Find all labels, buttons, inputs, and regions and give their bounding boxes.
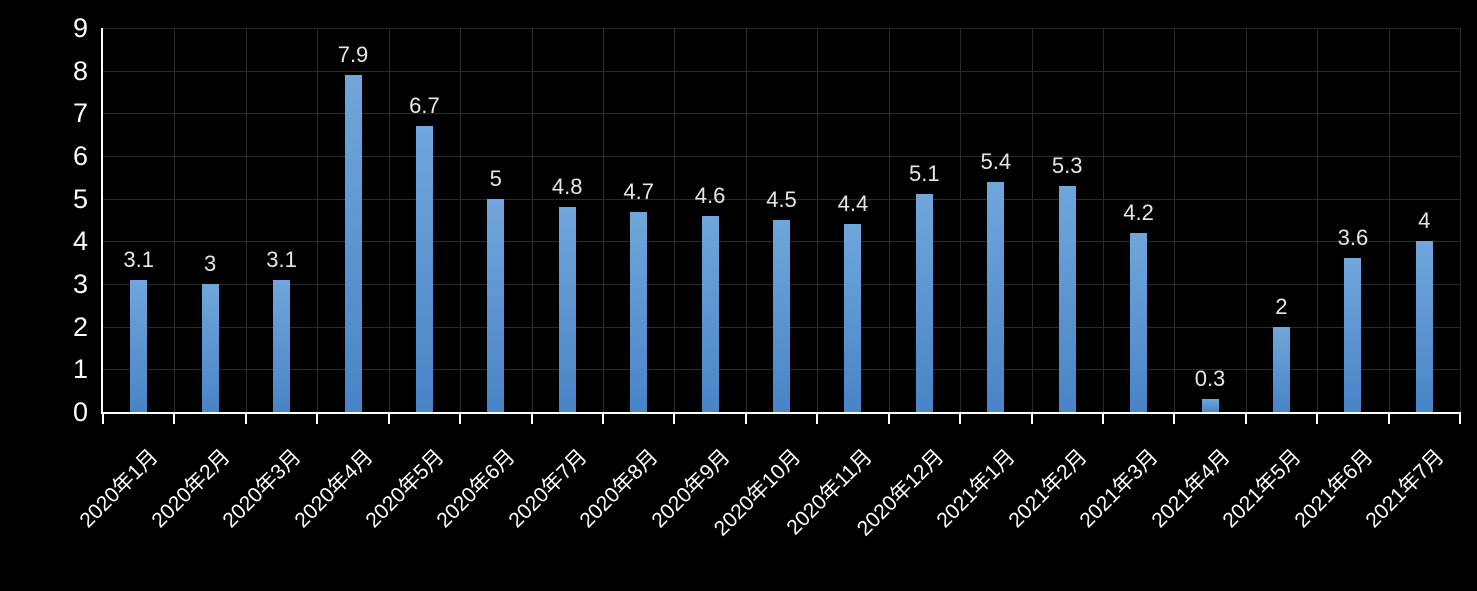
- bar-value-label: 4: [1418, 208, 1431, 234]
- bar: [1058, 185, 1076, 412]
- x-axis-tick: [601, 412, 604, 424]
- x-axis-tick: [887, 412, 890, 424]
- bar: [415, 126, 433, 412]
- x-axis-tick: [816, 412, 819, 424]
- bar-value-label: 3: [203, 251, 217, 276]
- gridline-vertical: [1388, 28, 1390, 412]
- bar: [915, 194, 933, 412]
- bar-value-label: 4.7: [623, 178, 654, 204]
- bar: [701, 215, 719, 412]
- x-axis-tick: [102, 412, 104, 424]
- x-axis-tick: [459, 412, 462, 424]
- bar-value-label: 4.8: [551, 174, 583, 200]
- gridline-horizontal: [103, 156, 1460, 157]
- bar-value-label: 5.3: [1051, 152, 1083, 178]
- y-axis-tick-label: 1: [72, 354, 88, 385]
- gridline-horizontal: [103, 28, 1460, 29]
- x-axis-tick: [673, 412, 676, 424]
- bar: [844, 224, 862, 412]
- gridline-horizontal: [103, 198, 1460, 200]
- bar: [1201, 399, 1219, 412]
- x-axis-tick: [1316, 412, 1319, 424]
- gridline-vertical: [388, 28, 390, 412]
- gridline-vertical: [531, 28, 533, 412]
- bar: [1130, 232, 1148, 412]
- bar: [1272, 326, 1290, 412]
- x-axis-tick: [173, 412, 176, 424]
- gridline-vertical: [460, 28, 462, 412]
- gridline-vertical: [1102, 28, 1104, 412]
- bar: [487, 198, 505, 412]
- x-axis-tick: [744, 412, 747, 424]
- bar-value-label: 5.1: [909, 161, 940, 187]
- gridline-vertical: [960, 28, 962, 412]
- bar: [773, 220, 790, 412]
- gridline-horizontal: [103, 113, 1460, 115]
- gridline-vertical: [817, 28, 819, 412]
- bar-value-label: 3.6: [1337, 225, 1369, 251]
- x-axis-line: [101, 412, 1460, 414]
- bar-value-label: 0.3: [1194, 366, 1226, 392]
- y-axis-line: [101, 28, 103, 414]
- bar: [630, 211, 648, 412]
- x-axis-tick: [1459, 412, 1461, 424]
- gridline-vertical: [1174, 28, 1176, 412]
- bar: [273, 279, 291, 412]
- x-axis-tick: [530, 412, 533, 424]
- x-axis-tick: [1173, 412, 1176, 424]
- gridline-vertical: [1245, 28, 1247, 412]
- y-axis-tick-label: 8: [72, 55, 88, 86]
- bar: [344, 74, 362, 412]
- y-axis-tick-label: 5: [72, 183, 88, 214]
- gridline-vertical: [602, 28, 604, 412]
- gridline-vertical: [174, 28, 176, 412]
- x-axis-tick: [959, 412, 962, 424]
- y-axis-tick-label: 6: [72, 141, 88, 171]
- y-axis-tick-label: 9: [72, 13, 88, 43]
- gridline-vertical: [317, 28, 319, 412]
- x-axis-tick: [1244, 412, 1247, 424]
- bar-value-label: 4.5: [766, 187, 797, 212]
- gridline-vertical: [674, 28, 676, 412]
- bar: [1344, 258, 1362, 412]
- bar-value-label: 4.2: [1123, 199, 1154, 225]
- gridline-vertical: [745, 28, 747, 412]
- bar-value-label: 5: [489, 165, 502, 191]
- gridline-horizontal: [103, 70, 1460, 72]
- bar: [130, 279, 148, 412]
- bar: [987, 181, 1005, 412]
- bar-value-label: 6.7: [409, 93, 440, 119]
- y-axis-tick-label: 0: [72, 397, 88, 427]
- gridline-vertical: [1460, 28, 1461, 412]
- gridline-vertical: [245, 28, 247, 412]
- gridline-vertical: [1317, 28, 1319, 412]
- bar-value-label: 3.1: [123, 246, 154, 272]
- bar: [1415, 241, 1433, 412]
- bar-value-label: 5.4: [980, 148, 1012, 174]
- x-axis-tick: [244, 412, 247, 424]
- gridline-vertical: [1031, 28, 1033, 412]
- bar-value-label: 4.4: [837, 191, 869, 217]
- x-axis-tick: [1030, 412, 1033, 424]
- bar-value-label: 3.1: [266, 246, 297, 272]
- y-axis-tick-label: 3: [72, 269, 88, 299]
- bar-value-label: 7.9: [337, 41, 369, 67]
- bar: [558, 207, 576, 412]
- y-axis-tick-label: 2: [72, 311, 88, 342]
- bar: [201, 284, 219, 412]
- bar-value-label: 4.6: [694, 182, 726, 208]
- x-axis-tick: [316, 412, 319, 424]
- x-axis-tick: [1387, 412, 1390, 424]
- y-axis-tick-label: 7: [72, 98, 88, 129]
- x-axis-tick: [387, 412, 390, 424]
- y-axis-tick-label: 4: [72, 226, 88, 257]
- x-axis-tick: [1101, 412, 1104, 424]
- bar-value-label: 2: [1275, 293, 1288, 319]
- gridline-vertical: [888, 28, 890, 412]
